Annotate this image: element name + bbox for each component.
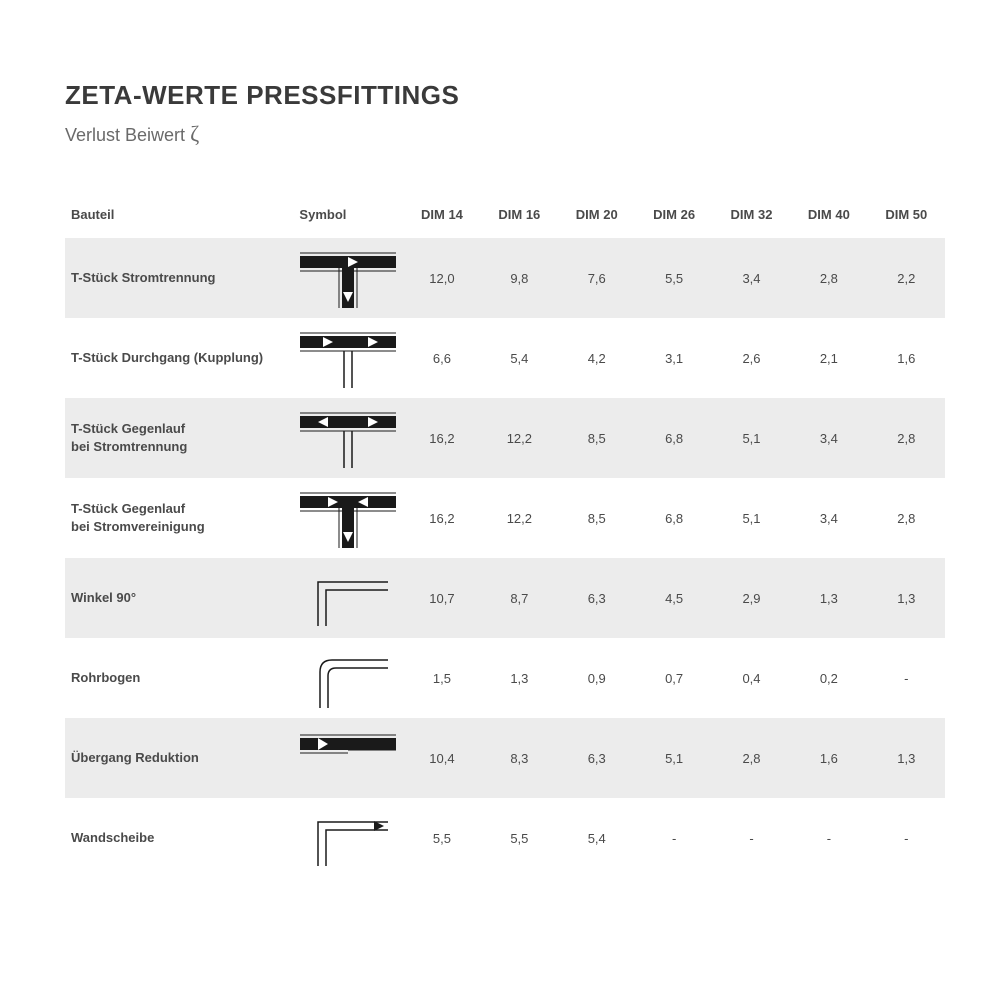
cell-value: 8,5 <box>558 478 635 558</box>
row-label: Winkel 90° <box>65 558 293 638</box>
t-split-down-icon <box>293 238 403 318</box>
col-dim: DIM 26 <box>635 197 712 238</box>
cell-value: 9,8 <box>481 238 558 318</box>
cell-value: 5,1 <box>635 718 712 798</box>
col-dim: DIM 50 <box>868 197 945 238</box>
wall-disc-icon <box>293 798 403 878</box>
cell-value: 8,5 <box>558 398 635 478</box>
cell-value: 0,9 <box>558 638 635 718</box>
col-dim: DIM 40 <box>790 197 867 238</box>
cell-value: 4,5 <box>635 558 712 638</box>
table-row: Übergang Reduktion 10,48,36,35,12,81,61,3 <box>65 718 945 798</box>
row-label: T-Stück Gegenlaufbei Stromvereinigung <box>65 478 293 558</box>
row-label: T-Stück Gegenlaufbei Stromtrennung <box>65 398 293 478</box>
cell-value: 3,1 <box>635 318 712 398</box>
cell-value: 1,6 <box>868 318 945 398</box>
col-symbol: Symbol <box>293 197 403 238</box>
cell-value: 10,4 <box>403 718 480 798</box>
elbow-90-icon <box>293 558 403 638</box>
cell-value: 3,4 <box>790 478 867 558</box>
cell-value: 6,8 <box>635 478 712 558</box>
cell-value: - <box>868 638 945 718</box>
cell-value: 2,1 <box>790 318 867 398</box>
cell-value: 12,2 <box>481 398 558 478</box>
table-row: T-Stück Gegenlaufbei Stromvereinigung 16,… <box>65 478 945 558</box>
table-header-row: Bauteil Symbol DIM 14 DIM 16 DIM 20 DIM … <box>65 197 945 238</box>
table-row: T-Stück Durchgang (Kupplung) 6,65,44,23,1… <box>65 318 945 398</box>
cell-value: 2,8 <box>868 398 945 478</box>
cell-value: 4,2 <box>558 318 635 398</box>
cell-value: 2,2 <box>868 238 945 318</box>
page-title: ZETA-WERTE PRESSFITTINGS <box>65 80 945 111</box>
cell-value: 5,5 <box>481 798 558 878</box>
col-dim: DIM 14 <box>403 197 480 238</box>
cell-value: 5,5 <box>403 798 480 878</box>
cell-value: 16,2 <box>403 478 480 558</box>
cell-value: 6,3 <box>558 718 635 798</box>
cell-value: 6,8 <box>635 398 712 478</box>
cell-value: - <box>790 798 867 878</box>
cell-value: 2,9 <box>713 558 790 638</box>
cell-value: 7,6 <box>558 238 635 318</box>
cell-value: 12,2 <box>481 478 558 558</box>
cell-value: 5,5 <box>635 238 712 318</box>
cell-value: 5,1 <box>713 478 790 558</box>
subtitle: Verlust Beiwert ζ <box>65 121 945 147</box>
cell-value: - <box>868 798 945 878</box>
table-row: T-Stück Gegenlaufbei Stromtrennung 16,212… <box>65 398 945 478</box>
cell-value: 6,6 <box>403 318 480 398</box>
bend-icon <box>293 638 403 718</box>
zeta-symbol: ζ <box>190 121 199 146</box>
cell-value: 5,4 <box>558 798 635 878</box>
cell-value: 3,4 <box>790 398 867 478</box>
cell-value: 12,0 <box>403 238 480 318</box>
row-label: Übergang Reduktion <box>65 718 293 798</box>
row-label: Wandscheibe <box>65 798 293 878</box>
subtitle-prefix: Verlust Beiwert <box>65 125 190 145</box>
cell-value: 3,4 <box>713 238 790 318</box>
table-row: T-Stück Stromtrennung 12,09,87,65,53,42,8… <box>65 238 945 318</box>
table-row: Rohrbogen 1,51,30,90,70,40,2- <box>65 638 945 718</box>
cell-value: 1,3 <box>868 558 945 638</box>
cell-value: 6,3 <box>558 558 635 638</box>
cell-value: 2,8 <box>790 238 867 318</box>
cell-value: 0,7 <box>635 638 712 718</box>
cell-value: 0,4 <box>713 638 790 718</box>
cell-value: 0,2 <box>790 638 867 718</box>
t-through-icon <box>293 318 403 398</box>
row-label: T-Stück Stromtrennung <box>65 238 293 318</box>
cell-value: 2,8 <box>868 478 945 558</box>
row-label: T-Stück Durchgang (Kupplung) <box>65 318 293 398</box>
cell-value: 1,3 <box>868 718 945 798</box>
col-dim: DIM 20 <box>558 197 635 238</box>
cell-value: 10,7 <box>403 558 480 638</box>
cell-value: 8,7 <box>481 558 558 638</box>
col-dim: DIM 32 <box>713 197 790 238</box>
cell-value: 1,3 <box>481 638 558 718</box>
table-row: Wandscheibe5,55,55,4---- <box>65 798 945 878</box>
t-counter-merge-icon <box>293 478 403 558</box>
cell-value: 1,5 <box>403 638 480 718</box>
cell-value: 8,3 <box>481 718 558 798</box>
cell-value: 1,3 <box>790 558 867 638</box>
cell-value: 2,6 <box>713 318 790 398</box>
row-label: Rohrbogen <box>65 638 293 718</box>
cell-value: 1,6 <box>790 718 867 798</box>
table-row: Winkel 90°10,78,76,34,52,91,31,3 <box>65 558 945 638</box>
col-dim: DIM 16 <box>481 197 558 238</box>
cell-value: 5,4 <box>481 318 558 398</box>
cell-value: 2,8 <box>713 718 790 798</box>
cell-value: 5,1 <box>713 398 790 478</box>
col-bauteil: Bauteil <box>65 197 293 238</box>
reduction-icon <box>293 718 403 798</box>
cell-value: 16,2 <box>403 398 480 478</box>
t-counter-split-icon <box>293 398 403 478</box>
cell-value: - <box>635 798 712 878</box>
zeta-table: Bauteil Symbol DIM 14 DIM 16 DIM 20 DIM … <box>65 197 945 878</box>
cell-value: - <box>713 798 790 878</box>
